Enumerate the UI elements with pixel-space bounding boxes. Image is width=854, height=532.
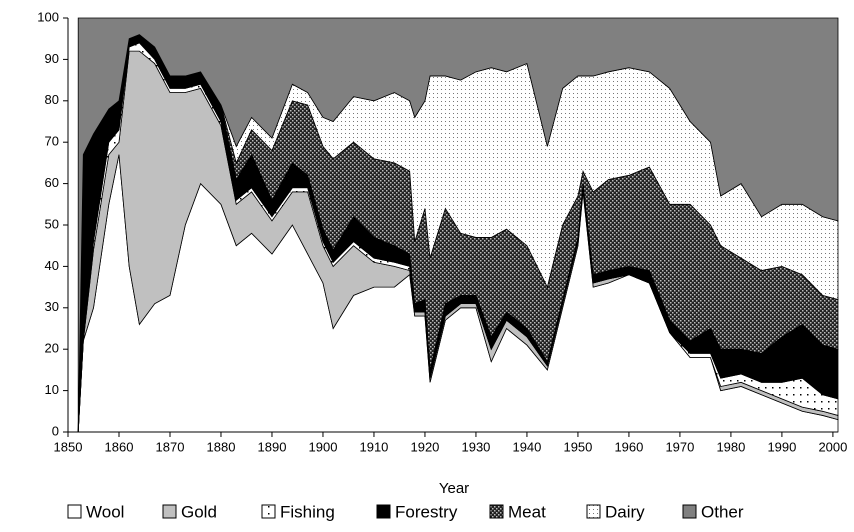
x-tick-label: 1890 [258,439,287,454]
x-tick-label: 1960 [614,439,643,454]
legend-swatch [489,504,504,519]
y-tick-label: 40 [45,258,59,273]
x-tick-label: 1940 [512,439,541,454]
x-tick-label: 1990 [767,439,796,454]
x-tick-label: 1850 [54,439,83,454]
x-tick-label: 2000 [818,439,847,454]
x-tick-label: 1910 [359,439,388,454]
y-tick-label: 80 [45,92,59,107]
y-tick-label: 50 [45,216,59,231]
y-tick-label: 90 [45,51,59,66]
legend-swatch [376,504,391,519]
x-tick-label: 1920 [410,439,439,454]
legend-swatch [67,504,82,519]
legend: Wool Gold Fishing Forestry Meat Dairy Other [67,502,744,521]
x-tick-label: 1950 [563,439,592,454]
x-tick-label: 1970 [665,439,694,454]
y-tick-label: 60 [45,175,59,190]
legend-swatch [586,504,601,519]
legend-label: Fishing [280,502,335,521]
x-tick-label: 1870 [156,439,185,454]
x-tick-label: 1880 [207,439,236,454]
legend-label: Meat [508,502,546,521]
x-axis-title: Year [439,480,469,497]
legend-swatch [261,504,276,519]
x-tick-label: 1930 [461,439,490,454]
area [77,17,839,433]
legend-label: Gold [181,502,217,521]
legend-swatch [682,504,697,519]
legend-label: Forestry [395,502,458,521]
legend-label: Wool [86,502,124,521]
legend-swatch [162,504,177,519]
y-tick-label: 100 [37,9,59,24]
y-tick-label: 10 [45,382,59,397]
legend-label: Dairy [605,502,645,521]
x-tick-label: 1860 [105,439,134,454]
legend-label: Other [701,502,744,521]
x-tick-label: 1980 [716,439,745,454]
x-tick-label: 1900 [309,439,338,454]
y-tick-label: 20 [45,341,59,356]
y-tick-label: 0 [52,423,59,438]
y-tick-label: 30 [45,299,59,314]
y-tick-label: 70 [45,134,59,149]
